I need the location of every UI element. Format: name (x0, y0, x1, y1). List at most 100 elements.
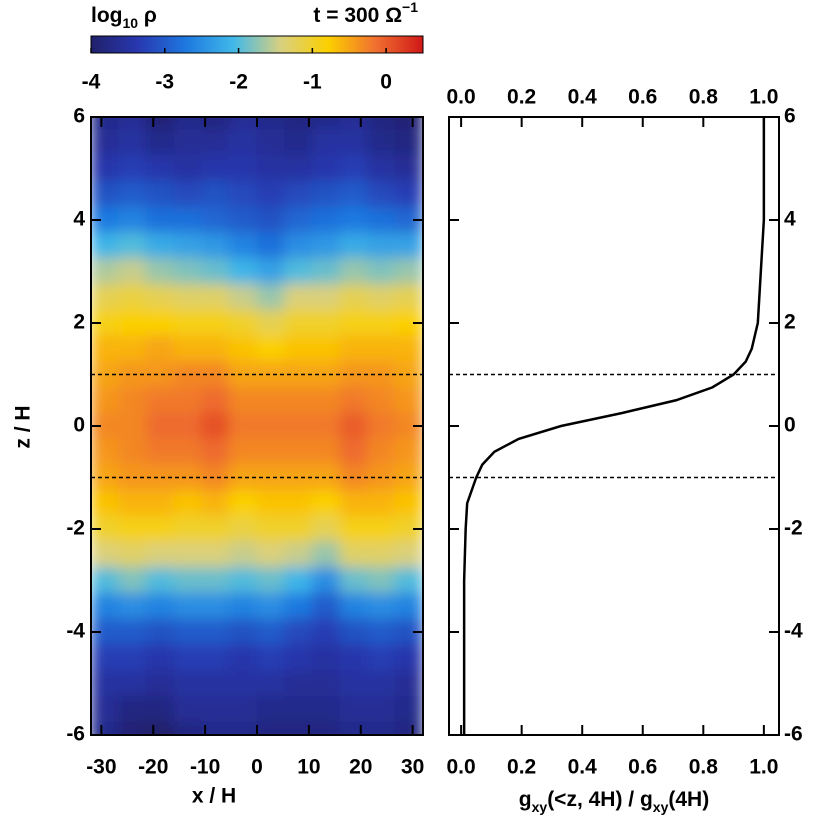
heatmap-cell (256, 232, 286, 260)
heatmap-cell (228, 309, 258, 337)
colorbar-tick-label: -1 (303, 71, 322, 94)
heatmap-cell (311, 489, 341, 517)
label-part: ρ (138, 4, 157, 27)
heatmap-cell (367, 258, 396, 285)
heatmap-cell (118, 386, 147, 414)
heatmap-cell (394, 541, 423, 569)
heatmap-cell (201, 618, 230, 646)
label-part: g (519, 788, 532, 811)
heatmap-cell (367, 232, 396, 260)
heatmap-cell (201, 206, 230, 234)
heatmap-cell (284, 721, 313, 735)
heatmap-cell (201, 567, 230, 594)
heatmap-cell (256, 567, 286, 594)
heatmap-cell (91, 117, 120, 131)
heatmap-cell (145, 592, 175, 620)
heatmap-cell (228, 206, 258, 234)
heatmap-cell (311, 670, 341, 697)
heatmap-cell (228, 386, 258, 414)
heatmap-cell (145, 129, 175, 157)
heatmap-cell (118, 695, 147, 723)
x-tick-label: 20 (349, 756, 372, 779)
heatmap-cell (284, 386, 313, 414)
heatmap-cell (284, 335, 313, 363)
x-tick-label: 0.6 (628, 86, 657, 109)
heatmap-cell (256, 412, 286, 440)
heatmap-cell (311, 541, 341, 569)
heatmap-cell (228, 644, 258, 672)
y-tick-label: -6 (784, 723, 803, 746)
heatmap-cell (91, 129, 120, 157)
heatmap-cell (145, 206, 175, 234)
heatmap-cell (201, 117, 230, 131)
heatmap-cell (339, 515, 369, 543)
y-tick-label: 0 (784, 414, 796, 437)
heatmap-cell (339, 567, 369, 594)
heatmap-cell (284, 541, 313, 569)
colorbar-label: log10 ρ (91, 4, 157, 31)
heatmap-cell (284, 155, 313, 182)
heatmap-cell (367, 541, 396, 569)
heatmap-cell (367, 117, 396, 131)
heatmap-cell (311, 438, 341, 466)
heatmap-cell (145, 618, 175, 646)
heatmap-cell (201, 309, 230, 337)
heatmap-cell (173, 670, 203, 697)
heatmap-cell (311, 618, 341, 646)
heatmap-cell (173, 515, 203, 543)
heatmap-cell (201, 155, 230, 182)
heatmap-cell (367, 386, 396, 414)
plot-frame (448, 116, 780, 736)
heatmap-cell (367, 155, 396, 182)
heatmap-cell (201, 670, 230, 697)
heatmap-cell (394, 283, 423, 311)
heatmap-cell (311, 129, 341, 157)
heatmap-cell (201, 283, 230, 311)
x-tick-label: -10 (190, 756, 220, 779)
heatmap-cell (91, 386, 120, 414)
heatmap-cell (173, 592, 203, 620)
heatmap-cell (173, 155, 203, 182)
heatmap-cell (339, 232, 369, 260)
heatmap-cell (394, 232, 423, 260)
y-tick-label: 0 (73, 414, 85, 437)
heatmap-cell (118, 283, 147, 311)
heatmap-cell (228, 155, 258, 182)
heatmap-cell (201, 438, 230, 466)
heatmap-cell (91, 541, 120, 569)
heatmap-cell (256, 283, 286, 311)
y-axis-label: z / H (12, 405, 35, 448)
heatmap-cell (367, 335, 396, 363)
heatmap-cell (311, 180, 341, 208)
heatmap-cell (228, 541, 258, 569)
heatmap-cell (311, 206, 341, 234)
heatmap-cell (256, 309, 286, 337)
y-tick-label: 2 (784, 311, 796, 334)
heatmap-cell (228, 567, 258, 594)
heatmap-cell (256, 644, 286, 672)
heatmap-cell (311, 232, 341, 260)
heatmap-cell (173, 386, 203, 414)
heatmap-cell (173, 695, 203, 723)
heatmap-cell (256, 206, 286, 234)
heatmap-cell (256, 670, 286, 697)
heatmap-cell (173, 438, 203, 466)
heatmap-cell (118, 232, 147, 260)
heatmap-cell (173, 180, 203, 208)
heatmap-cell (118, 515, 147, 543)
heatmap-cell (394, 489, 423, 517)
x-tick-label: 0 (251, 756, 263, 779)
heatmap-cell (339, 618, 369, 646)
heatmap-cell (256, 386, 286, 414)
heatmap-cell (394, 721, 423, 735)
y-tick-label: 6 (784, 105, 796, 128)
heatmap-cell (394, 695, 423, 723)
x-tick-label: 0.0 (447, 86, 476, 109)
heatmap-cell (284, 644, 313, 672)
heatmap-cell (145, 386, 175, 414)
heatmap-cell (118, 412, 147, 440)
heatmap-cell (201, 386, 230, 414)
heatmap-cell (339, 309, 369, 337)
heatmap-cell (173, 721, 203, 735)
